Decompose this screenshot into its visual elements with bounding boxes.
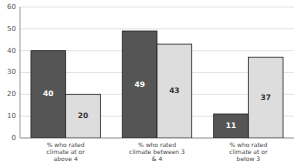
- grid-line: [20, 28, 294, 29]
- y-tick-label: 60: [7, 3, 16, 11]
- chart-svg: 0 10 20 30 40 50 60 40 49 11 20 43 37 % who ratedclim…: [0, 0, 300, 168]
- bars: [31, 31, 283, 138]
- y-tick-label: 0: [12, 134, 16, 142]
- y-tick-label: 20: [7, 90, 16, 98]
- grid: [20, 7, 294, 138]
- data-label: 49: [134, 80, 144, 89]
- grid-line: [20, 7, 294, 8]
- data-label: 43: [169, 86, 179, 95]
- chart-container: 0 10 20 30 40 50 60 40 49 11 20 43 37 % who ratedclim…: [0, 0, 300, 168]
- bar: [157, 44, 192, 138]
- bar: [66, 94, 101, 138]
- y-tick-label: 10: [7, 112, 16, 120]
- data-label: 40: [43, 89, 53, 98]
- y-tick-label: 30: [7, 68, 16, 76]
- y-tick-label: 50: [7, 25, 16, 33]
- bar: [122, 31, 157, 138]
- data-labels: 40 49 11 20 43 37: [43, 80, 271, 130]
- bar: [31, 51, 66, 138]
- x-tick-label: % who ratedclimate between 3& 4: [129, 141, 185, 162]
- data-label: 11: [226, 121, 236, 130]
- x-tick-label: % who ratedclimate at orabove 4: [47, 141, 86, 162]
- bar: [248, 57, 283, 138]
- y-axis-line: [20, 7, 21, 138]
- x-tick-label: % who ratedclimate at orbelow 3: [229, 141, 268, 162]
- bar: [214, 114, 249, 138]
- y-tick-label: 40: [7, 47, 16, 55]
- data-label: 37: [260, 93, 270, 102]
- data-label: 20: [78, 111, 88, 120]
